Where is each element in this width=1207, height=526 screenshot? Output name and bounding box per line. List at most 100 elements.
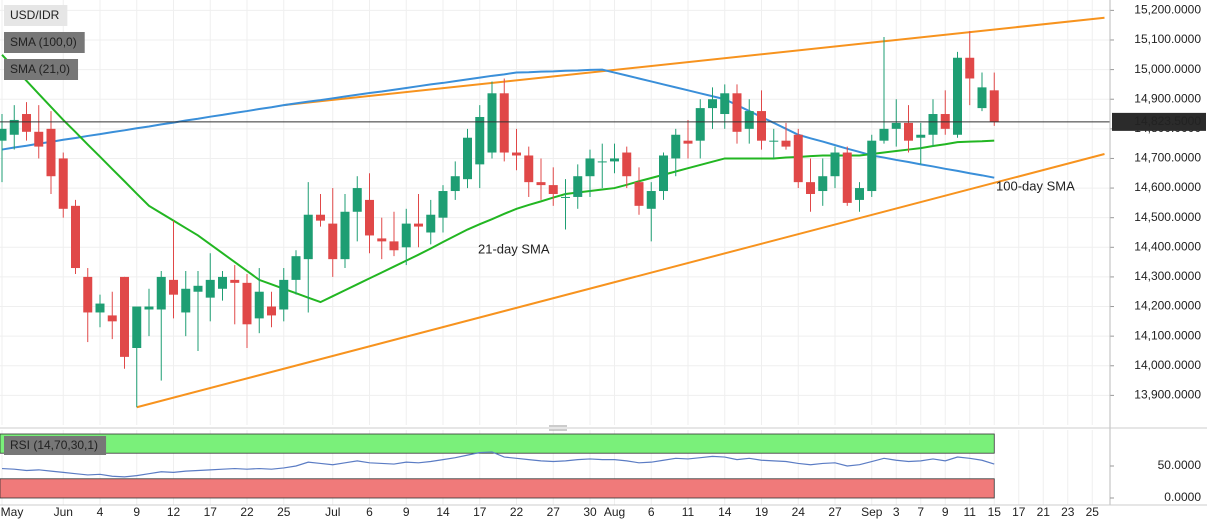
candle-body [46,128,56,177]
legend-label: SMA (21,0) [10,62,70,76]
series-annotation: 21-day SMA [478,241,550,256]
x-tick-label: Jul [325,505,340,519]
candle-body [818,176,828,192]
candle-body [855,188,864,200]
x-tick-label: Jun [54,505,73,519]
x-tick-label: 9 [403,505,410,519]
candle-body [683,140,693,144]
candle-body [107,315,117,322]
trendline [283,16,1105,107]
candle-body [536,182,546,186]
x-tick-label: 9 [942,505,949,519]
candle-body [328,223,338,260]
candle-body [463,137,472,180]
y-tick-label: 14,300.0000 [1134,269,1201,283]
x-tick-label: 17 [1012,505,1026,519]
x-tick-label: 27 [547,505,561,519]
x-tick-label: Aug [604,505,625,519]
y-tick-label: 14,100.0000 [1134,328,1201,342]
candle-body [267,306,276,316]
candle-body [193,285,203,292]
candle-body [450,176,460,192]
candle-body [71,205,80,269]
candle-body [695,108,705,141]
candle-body [585,158,595,177]
y-tick-label: 14,500.0000 [1134,210,1201,224]
y-tick-label: 15,100.0000 [1134,32,1201,46]
series-annotation: 100-day SMA [996,178,1075,193]
y-tick-label: 15,200.0000 [1134,3,1201,17]
legend-box [4,5,68,26]
candle-body [414,223,423,227]
candle-body [659,155,668,192]
candle-body [487,93,497,153]
candle-body [316,214,325,221]
x-tick-label: 6 [366,505,373,519]
candle-body [144,306,154,310]
x-tick-label: 4 [97,505,104,519]
legend-item: USD/IDR [4,5,68,26]
x-tick-label: 14 [436,505,450,519]
x-tick-label: 19 [755,505,769,519]
candle-body [365,199,374,236]
candle-body [610,158,619,162]
y-tick-label: 13,900.0000 [1134,388,1201,402]
candle-body [842,152,852,203]
y-tick-label: 14,600.0000 [1134,180,1201,194]
y-tick-label: 0.0000 [1164,490,1201,504]
legend-box [4,32,85,53]
candle-body [169,279,178,295]
x-tick-label: 17 [204,505,218,519]
candle-body [426,214,436,233]
x-tick-label: 24 [792,505,806,519]
candle-body [671,134,681,159]
candle-body [230,279,240,283]
candle-body [867,140,877,192]
candle-body [95,303,105,313]
x-tick-label: 21 [1037,505,1051,519]
x-tick-label: 3 [893,505,900,519]
candle-body [34,131,44,147]
candle-body [352,188,362,212]
x-tick-label: 30 [583,505,597,519]
candle-body [218,276,227,289]
x-tick-label: 12 [167,505,181,519]
legend-item: SMA (21,0) [4,59,79,80]
candle-body [830,152,840,177]
candle-body [548,185,558,194]
x-tick-label: 23 [1061,505,1075,519]
legend-label: RSI (14,70,30,1) [10,438,98,452]
candle-body [989,90,999,122]
candle-body [242,282,252,325]
x-tick-label: 27 [828,505,842,519]
last-price-label: 14,823.5000 [1134,114,1201,128]
candle-body [708,99,717,109]
candle-body [0,128,7,141]
x-tick-label: 17 [473,505,487,519]
candle-body [291,256,301,280]
y-tick-label: 14,700.0000 [1134,151,1201,165]
candle-body [279,279,289,310]
x-tick-label: 14 [718,505,732,519]
last-price-box [1112,112,1206,131]
candle-body [22,114,31,132]
y-tick-label: 50.0000 [1158,458,1202,472]
candle-body [303,214,313,260]
candle-body [879,128,889,141]
y-tick-label: 14,900.0000 [1134,91,1201,105]
candle-body [205,279,215,298]
legend-item: RSI (14,70,30,1) [4,436,107,455]
x-tick-label: May [1,505,24,519]
x-tick-label: 15 [988,505,1002,519]
candle-body [916,134,926,138]
trendline [136,153,1105,409]
candle-body [58,158,68,209]
legend-item: SMA (100,0) [4,32,85,53]
candle-body [597,161,607,163]
candle-body [965,57,975,79]
y-tick-label: 15,000.0000 [1134,62,1201,76]
candle-body [389,241,399,251]
x-tick-label: 25 [277,505,291,519]
x-tick-label: 25 [1086,505,1100,519]
candle-body [475,116,485,165]
